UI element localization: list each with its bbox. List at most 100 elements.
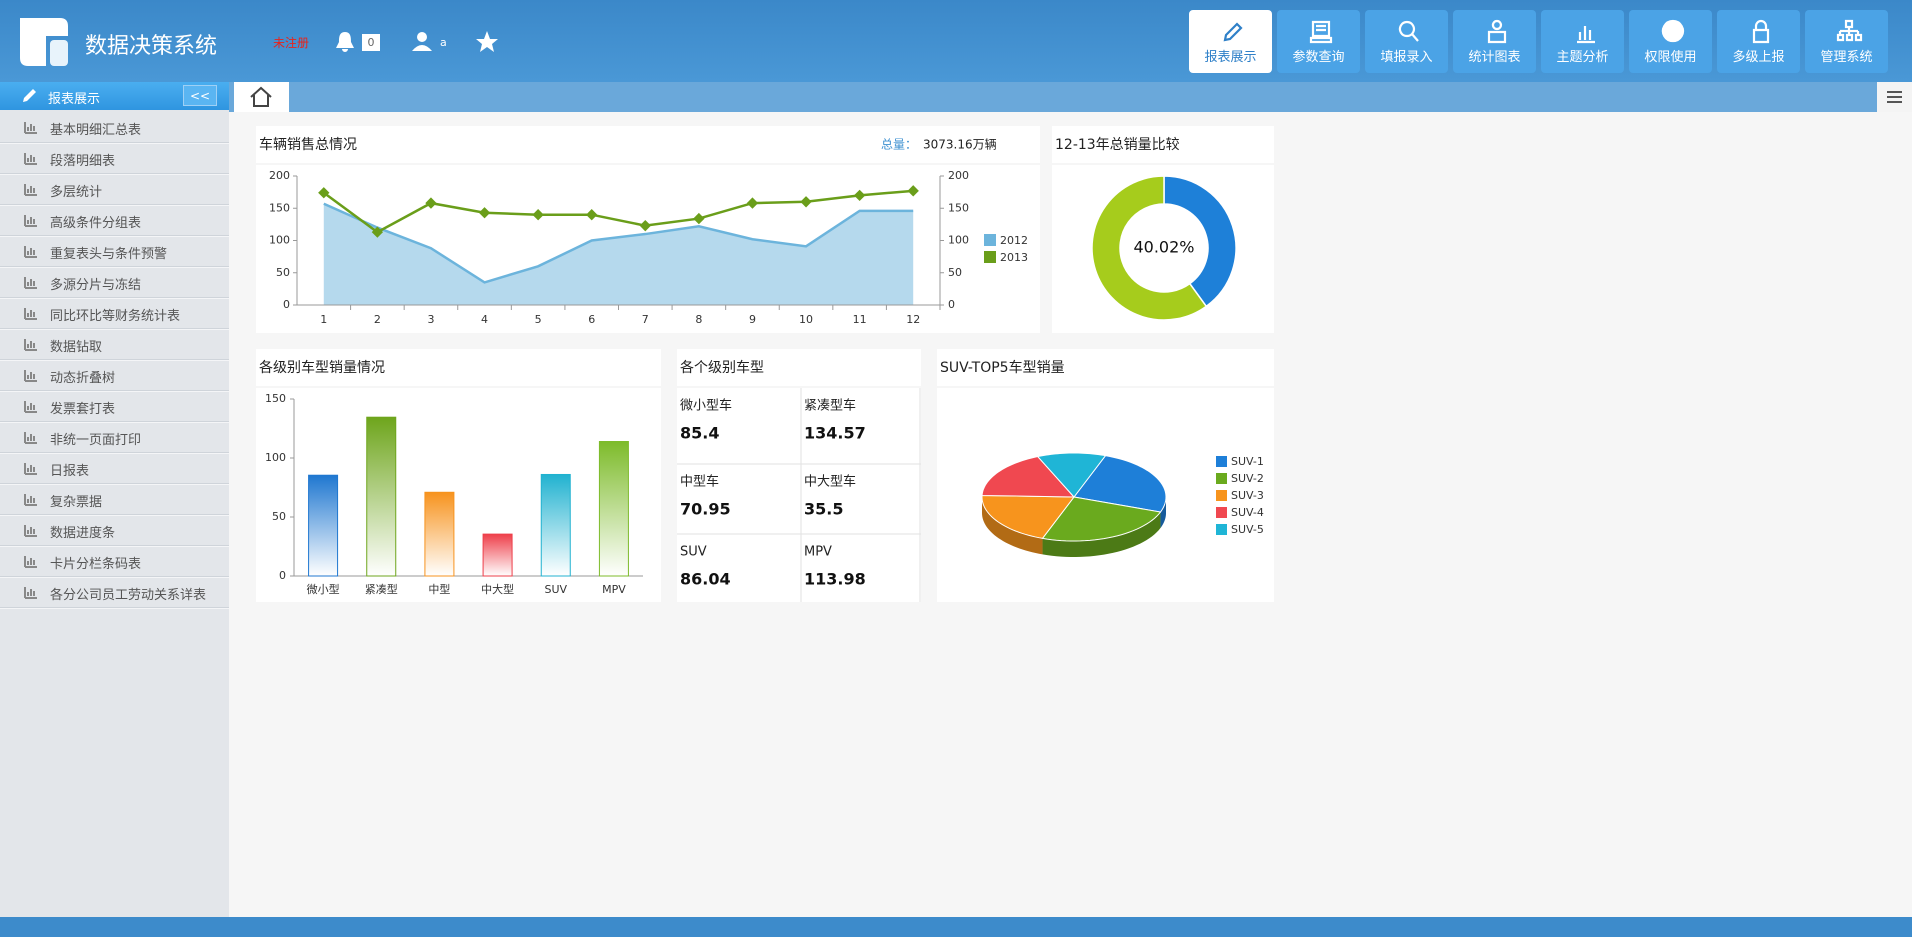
legend-swatch (984, 251, 996, 263)
icon-shape (1752, 19, 1770, 44)
icon-shape (24, 556, 37, 568)
unregistered[interactable]: 未注册 (273, 36, 310, 50)
sidebar-item[interactable]: 日报表 (0, 453, 229, 484)
header: 数据决策系统 未注册 0 a 报表展示 参数查询 填报录入 统计图表 主题分析 权限使用 多… (0, 0, 1912, 82)
nav-button[interactable]: 多级上报 (1717, 10, 1800, 73)
legend-label: SUV-5 (1231, 523, 1264, 536)
item-label: 多层统计 (50, 185, 103, 200)
sidebar-item[interactable]: 数据钻取 (0, 329, 229, 360)
menu-button[interactable] (1877, 82, 1912, 112)
cell-value: 134.57 (804, 424, 866, 443)
bar (366, 416, 397, 577)
panel-title: 各级别车型销量情况 (259, 359, 385, 376)
sales-chart: 车辆销售总情况 总量： 3073.16万辆 0 50 100 150 200 0 50 100 150… (256, 136, 1040, 326)
grade-table-panel: 各个级别车型 微小型车 85.4 紧凑型车 134.57 中型车 70.95 中大型车 35.5… (677, 349, 921, 602)
y-tick-label: 0 (279, 569, 286, 582)
sidebar-item[interactable]: 数据进度条 (0, 515, 229, 546)
icon-shape (1309, 20, 1333, 44)
area-fill (323, 203, 914, 305)
nav-button[interactable]: 填报录入 (1365, 10, 1448, 73)
edit-icon (23, 89, 36, 102)
cell-value: 70.95 (680, 500, 731, 519)
sidebar-item[interactable]: 卡片分栏条码表 (0, 546, 229, 577)
panel-title: 车辆销售总情况 (259, 136, 357, 153)
area-line (323, 202, 914, 284)
item-label: 同比环比等财务统计表 (50, 309, 181, 324)
nav-button[interactable]: 统计图表 (1453, 10, 1536, 73)
nav-icon (1309, 20, 1333, 44)
pie-side (1042, 512, 1161, 557)
nav-button[interactable]: 主题分析 (1541, 10, 1624, 73)
icon-shape (24, 339, 37, 351)
x-tick-label: SUV (544, 583, 567, 596)
legend-label: SUV-4 (1231, 506, 1264, 519)
item-icon (24, 308, 37, 320)
footer-bar (0, 917, 1912, 937)
legend-swatch (984, 234, 996, 246)
nav-button[interactable]: 参数查询 (1277, 10, 1360, 73)
legend-swatch (1216, 473, 1227, 484)
pie-slice (1041, 496, 1162, 542)
y2-tick-label: 0 (948, 298, 955, 311)
user-icon[interactable] (411, 30, 433, 52)
pie-slice (1073, 455, 1167, 513)
sidebar-item[interactable]: 重复表头与条件预警 (0, 236, 229, 267)
user-name[interactable]: a (440, 36, 447, 49)
sidebar-item[interactable]: 各分公司员工劳动关系详表 (0, 577, 229, 608)
collapse-button[interactable]: << (183, 85, 217, 106)
sidebar-item[interactable]: 发票套打表 (0, 391, 229, 422)
y2-tick-label: 200 (948, 169, 969, 182)
grade-bar-chart: 各级别车型销量情况 0 50 100 150 微小型 紧凑型 中型 中大型 SUV MPV (256, 359, 661, 596)
sidebar-item[interactable]: 基本明细汇总表 (0, 112, 229, 143)
favorite-icon[interactable] (475, 30, 499, 54)
y-tick-label: 100 (269, 234, 290, 247)
icon-shape (1398, 20, 1419, 42)
sidebar-item[interactable]: 复杂票据 (0, 484, 229, 515)
point-marker (478, 207, 491, 219)
y2-tick-label: 100 (948, 234, 969, 247)
sidebar-item[interactable]: 段落明细表 (0, 143, 229, 174)
item-icon (24, 494, 37, 506)
sidebar-item[interactable]: 多层统计 (0, 174, 229, 205)
total-label: 总量： (881, 138, 917, 152)
pie-side (982, 497, 1043, 555)
legend-label: 2013 (1000, 251, 1028, 264)
nav-icon (1661, 19, 1685, 43)
nav-button[interactable]: 权限使用 (1629, 10, 1712, 73)
icon-shape (24, 215, 37, 227)
home-tab[interactable] (234, 82, 289, 112)
point-marker (532, 209, 544, 221)
panel-title: SUV-TOP5车型销量 (940, 359, 1065, 376)
notification-count[interactable]: 0 (362, 34, 380, 51)
x-tick-label: 7 (642, 313, 649, 326)
legend-label: SUV-2 (1231, 472, 1264, 485)
x-tick-label: 9 (749, 313, 756, 326)
point-marker (853, 189, 866, 202)
legend-label: SUV-1 (1231, 455, 1264, 468)
cell-value: 85.4 (680, 424, 719, 443)
compare-chart: 12-13年总销量比较 40.02% (1052, 137, 1274, 321)
sidebar-item[interactable]: 非统一页面打印 (0, 422, 229, 453)
nav-label: 填报录入 (1380, 50, 1433, 65)
item-icon (24, 246, 37, 258)
bar (598, 441, 629, 577)
sidebar-item[interactable]: 同比环比等财务统计表 (0, 298, 229, 329)
point-marker (425, 197, 437, 209)
icon-shape (1487, 19, 1507, 44)
cell-value: 35.5 (804, 500, 843, 519)
nav-button[interactable]: 管理系统 (1805, 10, 1888, 73)
cell-value: 86.04 (680, 570, 731, 589)
cell-label: 中大型车 (804, 474, 856, 490)
nav-button[interactable]: 报表展示 (1189, 10, 1272, 73)
sidebar-item[interactable]: 多源分片与冻结 (0, 267, 229, 298)
bell-icon[interactable] (334, 30, 356, 54)
item-icon (24, 432, 37, 444)
sidebar-item[interactable]: 动态折叠树 (0, 360, 229, 391)
item-icon (24, 525, 37, 537)
nav-label: 管理系统 (1820, 50, 1873, 65)
x-tick-label: 中大型 (481, 582, 514, 596)
cell-value: 113.98 (804, 570, 866, 589)
nav-label: 报表展示 (1204, 50, 1257, 65)
sidebar-item[interactable]: 高级条件分组表 (0, 205, 229, 236)
pie-slice (981, 456, 1076, 498)
